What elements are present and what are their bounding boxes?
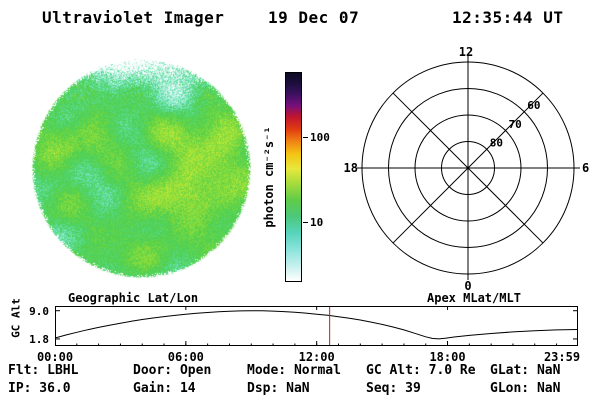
x-tick-label: 23:59 [543,350,581,364]
altitude-curve [55,310,578,340]
header-date: 19 Dec 07 [268,8,360,27]
header-time: 12:35:44 UT [452,8,564,27]
mlt-label-6: 6 [582,161,589,175]
status-gain: Gain: 14 [133,381,196,396]
y-tick-label: 1.8 [29,332,49,346]
polar-spoke [467,92,544,169]
status-glat: GLat: NaN [490,363,561,378]
status-mode: Mode: Normal [247,363,341,378]
status-flt: Flt: LBHL [8,363,79,378]
caption-apex-mlat-mlt: Apex MLat/MLT [427,291,521,305]
mlt-label-18: 18 [344,161,358,175]
mlat-label-60: 60 [527,99,540,112]
chart-frame [55,306,578,346]
app-title: Ultraviolet Imager [42,8,225,27]
status-ip: IP: 36.0 [8,381,71,396]
caption-geographic-latlon: Geographic Lat/Lon [68,291,199,305]
status-glon: GLon: NaN [490,381,561,396]
status-gcalt: GC Alt: 7.0 Re [366,363,476,378]
x-tick-label: 18:00 [429,350,466,364]
x-tick-label: 00:00 [36,350,74,364]
colorbar-tick-label: 10 [310,216,324,230]
x-tick-label: 06:00 [167,350,204,364]
mlat-label-70: 70 [509,118,522,131]
uv-disk-image [30,57,252,279]
mlt-label-12: 12 [459,45,473,59]
mlat-label-80: 80 [490,137,503,150]
altitude-chart [55,306,578,346]
y-tick-label: 9.0 [29,304,49,318]
colorbar-label: photon cm⁻²s⁻¹ [262,126,276,228]
polar-spoke [392,92,469,169]
status-door: Door: Open [133,363,212,378]
colorbar-tick-label: 100 [310,131,330,145]
mlt-label-0: 0 [464,279,471,293]
colorbar [285,72,302,282]
colorbar-tick-mark [303,137,308,139]
status-dsp: Dsp: NaN [247,381,310,396]
x-tick-label: 12:00 [298,350,335,364]
polar-spoke [392,167,469,244]
status-seq: Seq: 39 [366,381,421,396]
polar-spoke [467,167,544,244]
colorbar-tick-mark [303,222,308,224]
